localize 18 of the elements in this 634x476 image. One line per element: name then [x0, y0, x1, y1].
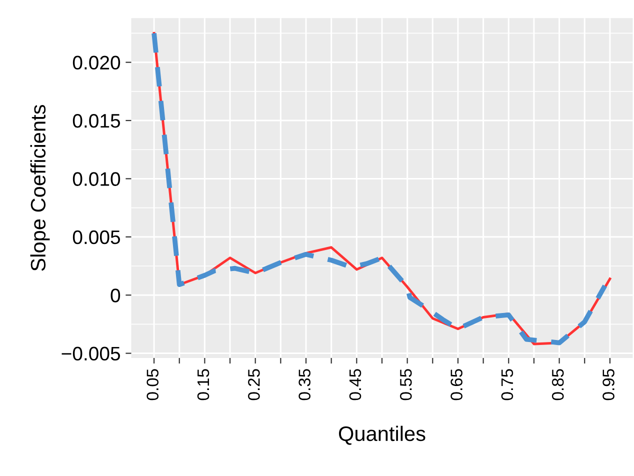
x-axis-title: Quantiles — [338, 426, 426, 445]
x-tick-label: 0.45 — [349, 369, 362, 400]
x-tick-label: 0.75 — [501, 369, 514, 400]
y-tick-label: 0.020 — [72, 56, 120, 70]
x-tick-label: 0.25 — [248, 369, 260, 400]
x-tick-label: 0.55 — [400, 369, 412, 400]
y-tick-label: 0.005 — [72, 230, 120, 244]
y-tick-label: 0.010 — [72, 172, 120, 186]
x-tick-label: 0.85 — [552, 369, 564, 400]
x-tick-label: 0.35 — [298, 369, 310, 400]
x-tick-label: 0.65 — [450, 369, 462, 400]
y-tick-label: 0.015 — [72, 114, 120, 128]
y-tick-label: 0 — [110, 288, 120, 302]
x-tick-label: 0.95 — [602, 369, 614, 400]
x-tick-label: 0.15 — [197, 369, 210, 400]
y-axis-title: Slope Coefficients — [30, 104, 50, 271]
y-tick-label: −0.005 — [62, 346, 120, 361]
x-tick-label: 0.05 — [146, 369, 159, 400]
